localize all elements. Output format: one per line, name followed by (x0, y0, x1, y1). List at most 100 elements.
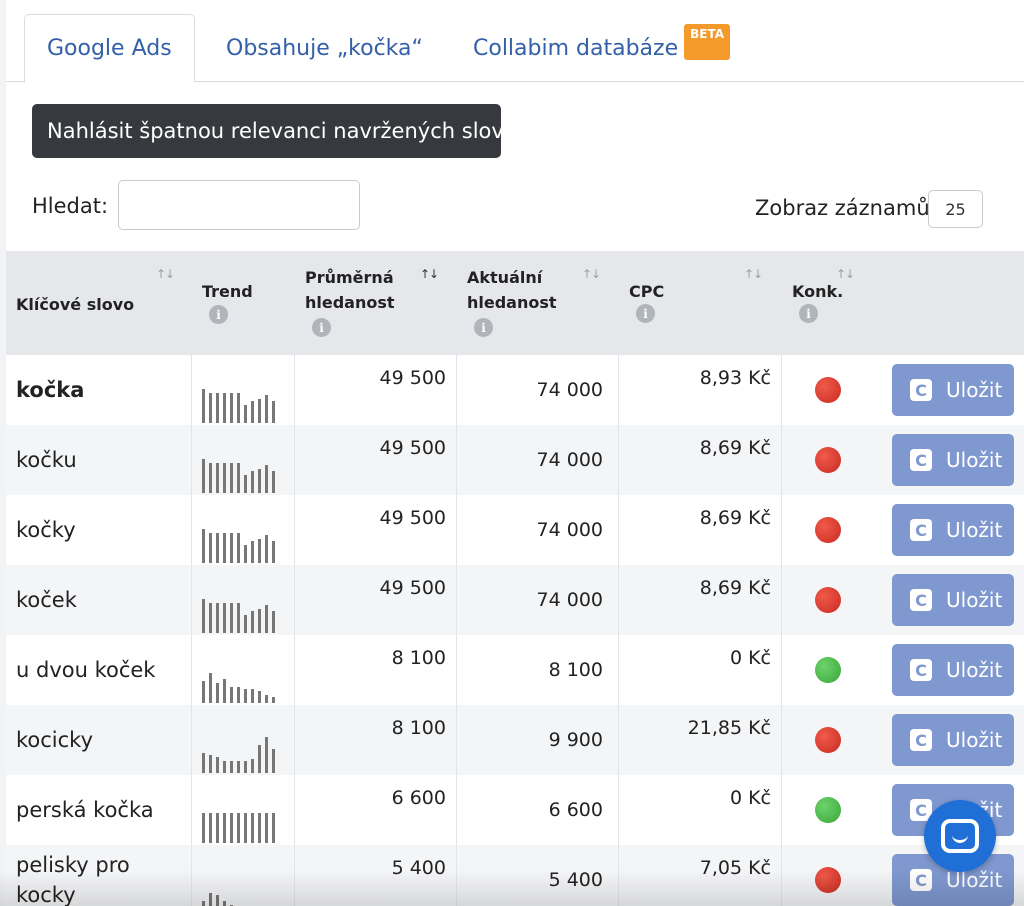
trend-bar (272, 611, 275, 633)
trend-bar (202, 901, 205, 906)
sort-desc-icon[interactable]: ↑↓ (420, 267, 439, 281)
trend-bar (223, 679, 226, 703)
trend-bar (202, 753, 205, 773)
trend-bar (209, 463, 212, 493)
search-label: Hledat: (32, 194, 109, 218)
save-keyword-button[interactable]: C Uložit (892, 644, 1014, 696)
current-search-cell: 74 000 (536, 519, 603, 541)
sort-arrows-icon[interactable]: ↑↓ (582, 267, 601, 281)
trend-bar (237, 393, 240, 423)
tab-label: Obsahuje „kočka“ (226, 35, 423, 61)
trend-bar (258, 609, 261, 633)
tab-collabim-database[interactable]: Collabim databáze BETA (451, 14, 752, 82)
trend-sparkline (202, 633, 288, 703)
trend-bar (237, 687, 240, 703)
tab-google-ads[interactable]: Google Ads (24, 14, 195, 83)
current-search-cell: 74 000 (536, 449, 603, 471)
trend-sparkline (202, 353, 288, 423)
page-size-select[interactable]: 25 (928, 190, 983, 228)
trend-bar (244, 475, 247, 493)
trend-bar (272, 541, 275, 563)
save-keyword-button[interactable]: C Uložit (892, 434, 1014, 486)
trend-bar (209, 533, 212, 563)
trend-bar (209, 813, 212, 843)
keyword-cell: koček (16, 588, 77, 612)
save-keyword-button[interactable]: C Uložit (892, 574, 1014, 626)
collabim-icon: C (910, 869, 932, 891)
trend-bar (223, 463, 226, 493)
current-search-cell: 74 000 (536, 589, 603, 611)
trend-bar (230, 533, 233, 563)
table-row: kočky 49 500 74 000 8,69 Kč C Uložit (6, 495, 1024, 565)
chat-bubble-icon (941, 819, 979, 853)
table-row: u dvou koček 8 100 8 100 0 Kč C Uložit (6, 635, 1024, 705)
current-search-cell: 6 600 (548, 799, 603, 821)
sort-arrows-icon[interactable]: ↑↓ (836, 267, 855, 281)
save-keyword-button[interactable]: C Uložit (892, 504, 1014, 556)
trend-bar (216, 813, 219, 843)
trend-bar (258, 745, 261, 773)
sort-arrows-icon[interactable]: ↑↓ (744, 267, 763, 281)
trend-bar (272, 749, 275, 773)
keyword-cell: kocicky (16, 728, 94, 752)
table-row: kocicky 8 100 9 900 21,85 Kč C Uložit (6, 705, 1024, 775)
save-keyword-button[interactable]: C Uložit (892, 714, 1014, 766)
trend-bar (202, 389, 205, 423)
column-divider (618, 355, 619, 906)
column-avg-search-line2: hledanost (305, 293, 395, 312)
collabim-icon: C (910, 659, 932, 681)
avg-search-cell: 6 600 (391, 787, 446, 809)
save-label: Uložit (946, 588, 1003, 612)
column-avg-search-line1: Průměrná (305, 268, 394, 287)
trend-bar (216, 895, 219, 906)
info-icon[interactable]: i (799, 304, 818, 323)
trend-bar (244, 405, 247, 423)
trend-bar (230, 603, 233, 633)
cpc-cell: 7,05 Kč (699, 857, 771, 879)
beta-badge: BETA (684, 24, 731, 60)
trend-bar (223, 533, 226, 563)
sort-arrows-icon[interactable]: ↑↓ (156, 267, 175, 281)
trend-sparkline (202, 843, 288, 906)
column-keyword[interactable]: Klíčové slovo (16, 295, 135, 314)
column-divider (781, 355, 782, 906)
trend-bar (216, 757, 219, 773)
report-relevance-button[interactable]: Nahlásit špatnou relevanci navržených sl… (32, 104, 504, 158)
info-icon[interactable]: i (209, 305, 228, 324)
search-input[interactable] (118, 180, 360, 230)
column-current-search-line2: hledanost (467, 293, 557, 312)
trend-bar (265, 465, 268, 493)
tab-label: Google Ads (47, 36, 172, 61)
trend-bar (209, 673, 212, 703)
tab-contains-kocka[interactable]: Obsahuje „kočka“ (204, 14, 445, 82)
info-icon[interactable]: i (312, 318, 331, 337)
cpc-cell: 8,69 Kč (699, 437, 771, 459)
column-avg-search[interactable]: Průměrná hledanost (305, 265, 395, 315)
trend-sparkline (202, 773, 288, 843)
info-icon[interactable]: i (474, 318, 493, 337)
trend-sparkline (202, 423, 288, 493)
save-keyword-button[interactable]: C Uložit (892, 364, 1014, 416)
keyword-cell: kočka (16, 378, 85, 402)
column-cpc[interactable]: CPC (629, 282, 665, 301)
keyword-cell: kočky (16, 518, 76, 542)
keyword-cell: kočku (16, 448, 77, 472)
column-competition[interactable]: Konk. (792, 282, 844, 301)
avg-search-cell: 49 500 (379, 367, 446, 389)
trend-bar (223, 393, 226, 423)
trend-bar (244, 689, 247, 703)
collabim-icon: C (910, 449, 932, 471)
column-current-search[interactable]: Aktuální hledanost (467, 265, 557, 315)
collabim-icon: C (910, 379, 932, 401)
info-icon[interactable]: i (636, 304, 655, 323)
trend-bar (265, 605, 268, 633)
current-search-cell: 74 000 (536, 379, 603, 401)
trend-bar (251, 401, 254, 423)
trend-bar (202, 599, 205, 633)
chat-launcher-button[interactable] (924, 800, 996, 872)
trend-bar (265, 813, 268, 843)
keyword-cell: u dvou koček (16, 658, 156, 682)
trend-bar (202, 459, 205, 493)
competition-indicator (815, 447, 841, 473)
